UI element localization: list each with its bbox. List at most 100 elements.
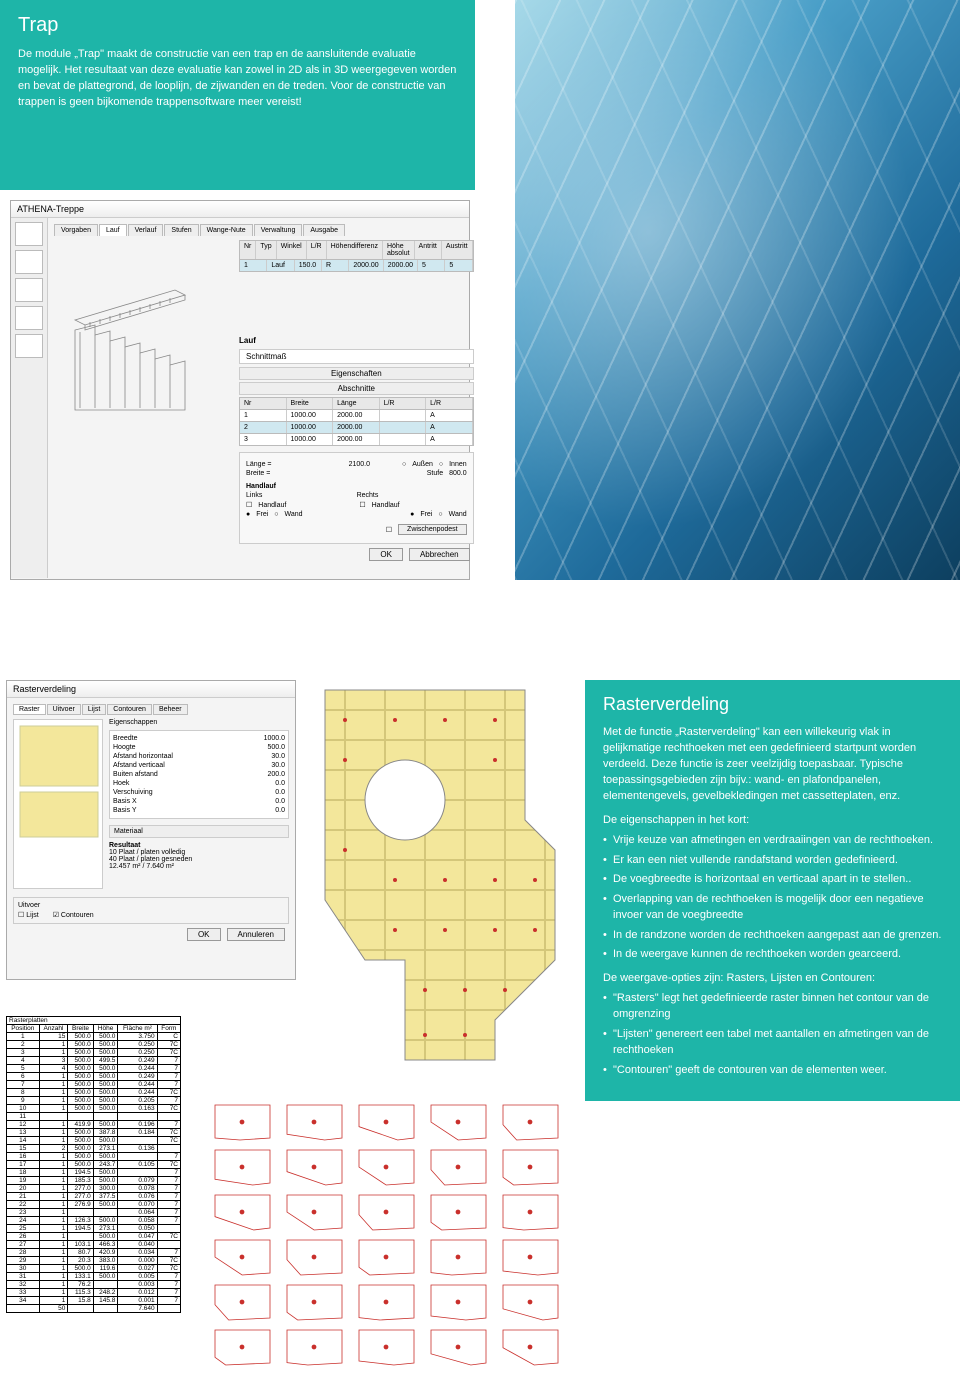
lijst-check[interactable]: ☐ Lijst <box>18 911 39 919</box>
cell: 1 <box>39 1169 68 1177</box>
contouren-check[interactable]: ☑ Contouren <box>53 911 94 919</box>
cell: 1 <box>39 1097 68 1105</box>
col: Nr <box>240 398 287 409</box>
cell: 119.6 <box>93 1265 118 1273</box>
cell: 4 <box>7 1057 40 1065</box>
tab[interactable]: Beheer <box>153 704 188 715</box>
cell: 500.0 <box>68 1081 93 1089</box>
cell: 2000.00 <box>349 260 383 271</box>
col-header: Fläche m² <box>118 1025 157 1033</box>
c: 2000.00 <box>333 434 380 445</box>
tab[interactable]: Verwaltung <box>254 224 303 236</box>
cell: 10 <box>7 1105 40 1113</box>
cell: 500.0 <box>68 1161 93 1169</box>
schnitt-button[interactable]: Schnittmaß <box>239 349 474 364</box>
cell: 27 <box>7 1241 40 1249</box>
tab[interactable]: Vorgaben <box>54 224 98 236</box>
tab[interactable]: Ausgabe <box>303 224 345 236</box>
cell: 0.205 <box>118 1097 157 1105</box>
ok-button[interactable]: OK <box>369 548 403 561</box>
prop-name: Hoogte <box>113 744 136 751</box>
cell <box>118 1137 157 1145</box>
rasterverdeling-dialog: Rasterverdeling Raster Uitvoer Lijst Con… <box>6 680 296 980</box>
tab[interactable]: Wange-Nute <box>200 224 253 236</box>
dialog-title: ATHENA-Treppe <box>11 201 469 218</box>
sidebar-tool-icon[interactable] <box>15 250 43 274</box>
cell: 14 <box>7 1137 40 1145</box>
cell: 2 <box>39 1145 68 1153</box>
cell <box>93 1209 118 1217</box>
cell <box>118 1153 157 1161</box>
cell: 500.0 <box>68 1153 93 1161</box>
cell <box>118 1113 157 1121</box>
trap-description-box: Trap De module „Trap" maakt de construct… <box>0 0 475 190</box>
dialog2-title: Rasterverdeling <box>7 681 295 698</box>
cell: 33 <box>7 1289 40 1297</box>
aussen-radio[interactable]: Außen <box>412 461 433 468</box>
hl-check[interactable]: Handlauf <box>258 502 286 509</box>
cell <box>93 1281 118 1289</box>
raster-bullet: De voegbreedte is horizontaal en vertica… <box>603 871 942 888</box>
ok-button[interactable]: OK <box>187 928 221 941</box>
cell: 5 <box>445 260 472 271</box>
cell <box>68 1233 93 1241</box>
cell: 22 <box>7 1201 40 1209</box>
cell: 1 <box>240 260 267 271</box>
col: Breite <box>287 398 334 409</box>
c: A <box>426 410 473 421</box>
cell: 0.047 <box>118 1233 157 1241</box>
cell: 194.5 <box>68 1225 93 1233</box>
frei-radio[interactable]: Frei <box>420 511 432 518</box>
sidebar-tool-icon[interactable] <box>15 306 43 330</box>
cell: 7C <box>157 1161 180 1169</box>
col-header: Anzahl <box>39 1025 68 1033</box>
col: Winkel <box>277 241 307 259</box>
col: L/R <box>426 398 473 409</box>
cell: 32 <box>7 1281 40 1289</box>
cell: 0.058 <box>118 1217 157 1225</box>
hl-check[interactable]: Handlauf <box>372 502 400 509</box>
prop-value: 0.0 <box>275 798 285 805</box>
cell: 500.0 <box>93 1049 118 1057</box>
sidebar-tool-icon[interactable] <box>15 278 43 302</box>
cell: 500.0 <box>93 1033 118 1041</box>
tab[interactable]: Lauf <box>99 224 127 236</box>
sidebar-tool-icon[interactable] <box>15 222 43 246</box>
cell: 273.1 <box>93 1145 118 1153</box>
cell: 34 <box>7 1297 40 1305</box>
cell: 7 <box>157 1177 180 1185</box>
cell: 273.1 <box>93 1225 118 1233</box>
tab[interactable]: Raster <box>13 704 46 715</box>
tab[interactable]: Lijst <box>82 704 106 715</box>
cell: 500.0 <box>93 1121 118 1129</box>
table-title: Rasterplatten <box>7 1017 181 1025</box>
cell: 420.9 <box>93 1249 118 1257</box>
zwisch-button[interactable]: Zwischenpodest <box>398 524 467 535</box>
cancel-button[interactable]: Annuleren <box>227 928 285 941</box>
cell: 387.8 <box>93 1129 118 1137</box>
cell: 243.7 <box>93 1161 118 1169</box>
cell <box>93 1113 118 1121</box>
shapes-grid <box>210 1100 570 1370</box>
cell: 5 <box>7 1065 40 1073</box>
tab[interactable]: Contouren <box>107 704 152 715</box>
col-header: Breite <box>68 1025 93 1033</box>
wand-radio[interactable]: Wand <box>285 511 303 518</box>
tab[interactable]: Uitvoer <box>47 704 81 715</box>
tab[interactable]: Stufen <box>164 224 198 236</box>
col: Antritt <box>415 241 442 259</box>
frei-radio[interactable]: Frei <box>256 511 268 518</box>
prop-value: 30.0 <box>271 753 285 760</box>
cell <box>118 1169 157 1177</box>
tab[interactable]: Verlauf <box>128 224 164 236</box>
innen-radio[interactable]: Innen <box>449 461 467 468</box>
cancel-button[interactable]: Abbrechen <box>409 548 470 561</box>
wand-radio[interactable]: Wand <box>449 511 467 518</box>
sidebar-tool-icon[interactable] <box>15 334 43 358</box>
cell: 0.244 <box>118 1065 157 1073</box>
cell: 500.0 <box>68 1065 93 1073</box>
cell: 2000.00 <box>384 260 418 271</box>
raster-bullet: In de randzone worden de rechthoeken aan… <box>603 927 942 944</box>
materiaal-button[interactable]: Materiaal <box>109 825 289 838</box>
cell: 0.003 <box>118 1281 157 1289</box>
